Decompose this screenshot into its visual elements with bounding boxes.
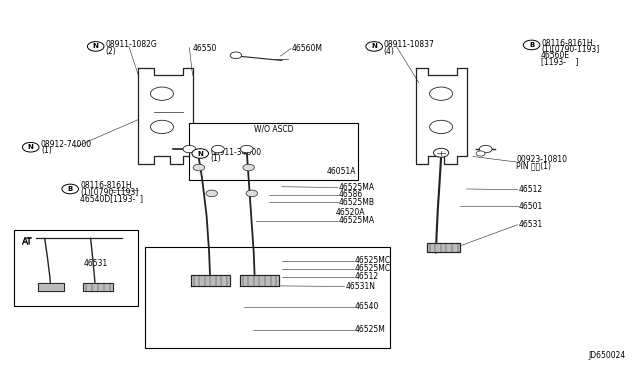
Circle shape: [243, 164, 254, 171]
Text: 46560M: 46560M: [291, 44, 323, 53]
Text: 46501: 46501: [519, 202, 543, 211]
FancyBboxPatch shape: [14, 230, 138, 306]
Text: 46525MC: 46525MC: [355, 264, 391, 273]
Text: 08911-34000: 08911-34000: [211, 148, 262, 157]
Circle shape: [88, 42, 104, 51]
Text: 46550: 46550: [193, 44, 217, 53]
Circle shape: [150, 120, 173, 134]
Text: 46525M: 46525M: [355, 326, 386, 334]
Text: 46531N: 46531N: [346, 282, 376, 291]
Text: B: B: [68, 186, 73, 192]
Text: 46540: 46540: [355, 302, 380, 311]
Circle shape: [476, 151, 485, 156]
Text: N: N: [371, 44, 377, 49]
Circle shape: [206, 190, 218, 197]
Circle shape: [212, 145, 225, 153]
Circle shape: [246, 190, 257, 197]
Circle shape: [366, 42, 383, 51]
Text: 46525MC: 46525MC: [355, 256, 391, 265]
Text: (4): (4): [384, 47, 395, 56]
Text: AT: AT: [22, 237, 33, 246]
Text: 46051A: 46051A: [326, 167, 356, 176]
Text: 46540D[1193-  ]: 46540D[1193- ]: [81, 194, 143, 203]
Circle shape: [479, 145, 492, 153]
FancyBboxPatch shape: [189, 123, 358, 180]
Text: 08912-74000: 08912-74000: [41, 140, 92, 149]
Text: 46531: 46531: [84, 259, 108, 268]
Circle shape: [150, 87, 173, 100]
Text: (1): (1): [41, 147, 52, 155]
Text: (1)[0790-1193]: (1)[0790-1193]: [541, 45, 600, 54]
Polygon shape: [38, 283, 64, 291]
Polygon shape: [427, 243, 460, 253]
Text: JD650024: JD650024: [589, 351, 626, 360]
FancyBboxPatch shape: [145, 247, 390, 349]
Text: 46586: 46586: [339, 190, 364, 199]
Text: 46531: 46531: [519, 220, 543, 229]
Circle shape: [193, 164, 205, 171]
Circle shape: [22, 142, 39, 152]
Text: 46520A: 46520A: [336, 208, 365, 217]
Circle shape: [183, 145, 196, 153]
Circle shape: [230, 52, 242, 59]
Text: W/O ASCD: W/O ASCD: [254, 124, 294, 133]
Polygon shape: [241, 275, 278, 286]
Circle shape: [192, 149, 209, 158]
Text: [1193-    ]: [1193- ]: [541, 57, 579, 66]
Text: (1): (1): [211, 154, 221, 163]
Text: PIN ピン(1): PIN ピン(1): [516, 161, 551, 170]
Text: 08911-1082G: 08911-1082G: [105, 41, 157, 49]
Text: N: N: [93, 44, 99, 49]
Polygon shape: [83, 283, 113, 291]
Text: 08116-8161H: 08116-8161H: [541, 39, 593, 48]
Text: 08116-8161H: 08116-8161H: [81, 182, 132, 190]
Text: (1)[0790-1193]: (1)[0790-1193]: [81, 188, 139, 197]
Text: 46525MA: 46525MA: [339, 216, 375, 225]
Text: 46525MA: 46525MA: [339, 183, 375, 192]
Text: 46512: 46512: [355, 272, 379, 281]
Text: 08911-10837: 08911-10837: [384, 41, 435, 49]
Circle shape: [433, 148, 449, 157]
Text: B: B: [529, 42, 534, 48]
Text: 46560E: 46560E: [541, 51, 570, 60]
Text: 46512: 46512: [519, 185, 543, 194]
Circle shape: [429, 87, 452, 100]
Circle shape: [241, 145, 253, 153]
Text: 46525MB: 46525MB: [339, 198, 375, 207]
Circle shape: [524, 40, 540, 50]
Circle shape: [62, 184, 79, 194]
Text: AT: AT: [22, 238, 33, 247]
Text: N: N: [28, 144, 34, 150]
Circle shape: [429, 120, 452, 134]
Text: N: N: [197, 151, 203, 157]
Text: (2): (2): [105, 47, 116, 56]
Polygon shape: [191, 275, 230, 286]
Text: 00923-10810: 00923-10810: [516, 155, 567, 164]
